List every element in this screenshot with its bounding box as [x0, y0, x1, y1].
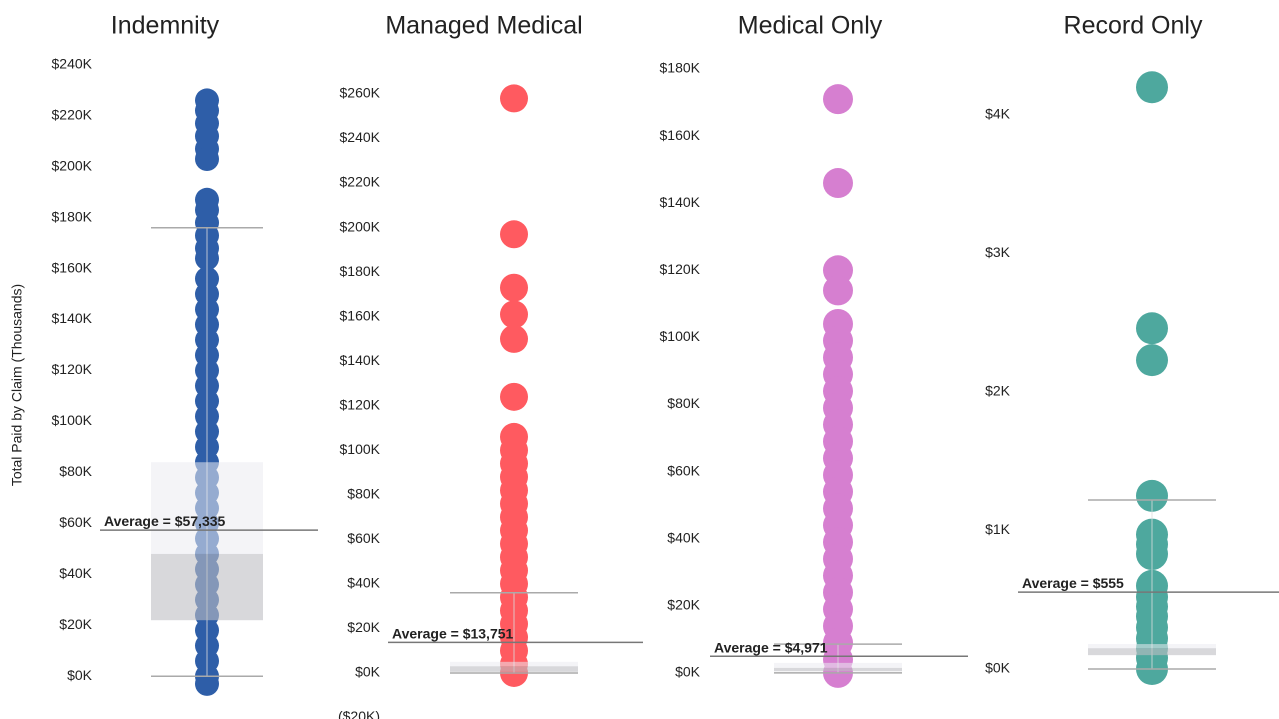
box-lower: [774, 667, 902, 672]
y-tick-label: $120K: [52, 361, 93, 377]
dot: [823, 275, 853, 306]
y-tick-label: $40K: [59, 565, 92, 581]
y-tick-label: $80K: [59, 463, 92, 479]
y-tick-label: $100K: [340, 441, 381, 457]
y-tick-label: $60K: [667, 462, 700, 478]
dot: [500, 220, 528, 249]
y-tick-label: $240K: [52, 55, 93, 71]
y-tick-label: $200K: [52, 157, 93, 173]
box-lower: [151, 553, 263, 621]
box-lower: [450, 666, 578, 672]
dot: [500, 324, 528, 353]
y-tick-label: $220K: [340, 174, 381, 190]
y-tick-label: $200K: [340, 218, 381, 234]
dot: [1136, 71, 1168, 104]
box-upper: [450, 661, 578, 667]
y-tick-label: $20K: [347, 619, 380, 635]
panel-title: Managed Medical: [385, 12, 582, 40]
y-axis-label: Total Paid by Claim (Thousands): [9, 284, 25, 486]
y-tick-label: $80K: [667, 395, 700, 411]
box-upper: [774, 662, 902, 668]
dot: [195, 671, 219, 696]
dot: [823, 84, 853, 115]
dot: [823, 168, 853, 199]
y-tick-label: $180K: [660, 60, 701, 76]
y-tick-label: $20K: [667, 597, 700, 613]
panel-title: Record Only: [1064, 12, 1203, 40]
dot: [1136, 479, 1168, 512]
y-tick-label: $120K: [660, 261, 701, 277]
y-tick-label: ($20K): [338, 708, 380, 719]
y-tick-label: $40K: [667, 529, 700, 545]
average-label: Average = $555: [1022, 575, 1124, 591]
y-tick-label: $140K: [660, 194, 701, 210]
dot: [500, 273, 528, 302]
y-tick-label: $240K: [340, 129, 381, 145]
box-upper: [1088, 644, 1216, 649]
y-tick-label: $1K: [985, 521, 1011, 537]
y-tick-label: $60K: [59, 514, 92, 530]
box-lower: [1088, 648, 1216, 656]
y-tick-label: $160K: [660, 127, 701, 143]
y-tick-label: $40K: [347, 575, 380, 591]
y-tick-label: $3K: [985, 244, 1011, 260]
y-tick-label: $160K: [52, 259, 93, 275]
dot: [500, 84, 528, 113]
y-tick-label: $120K: [340, 396, 381, 412]
y-tick-label: $100K: [52, 412, 93, 428]
y-tick-label: $140K: [52, 310, 93, 326]
dot: [1136, 312, 1168, 345]
y-tick-label: $160K: [340, 307, 381, 323]
y-tick-label: $180K: [340, 263, 381, 279]
y-tick-label: $0K: [985, 660, 1011, 676]
y-tick-label: $80K: [347, 486, 380, 502]
dot: [500, 382, 528, 411]
y-tick-label: $20K: [59, 616, 92, 632]
average-label: Average = $4,971: [714, 639, 828, 655]
dot: [1136, 344, 1168, 377]
dot: [195, 147, 219, 172]
average-label: Average = $13,751: [392, 625, 514, 641]
dot: [500, 300, 528, 329]
panel-title: Medical Only: [738, 12, 883, 40]
box-upper: [151, 462, 263, 554]
average-label: Average = $57,335: [104, 513, 226, 529]
y-tick-label: $4K: [985, 106, 1011, 122]
y-tick-label: $180K: [52, 208, 93, 224]
y-tick-label: $220K: [52, 106, 93, 122]
y-tick-label: $60K: [347, 530, 380, 546]
y-tick-label: $140K: [340, 352, 381, 368]
y-tick-label: $0K: [675, 664, 701, 680]
y-tick-label: $0K: [355, 664, 381, 680]
y-tick-label: $260K: [340, 85, 381, 101]
y-tick-label: $2K: [985, 383, 1011, 399]
y-tick-label: $100K: [660, 328, 701, 344]
panel-title: Indemnity: [111, 12, 220, 40]
y-tick-label: $0K: [67, 667, 93, 683]
